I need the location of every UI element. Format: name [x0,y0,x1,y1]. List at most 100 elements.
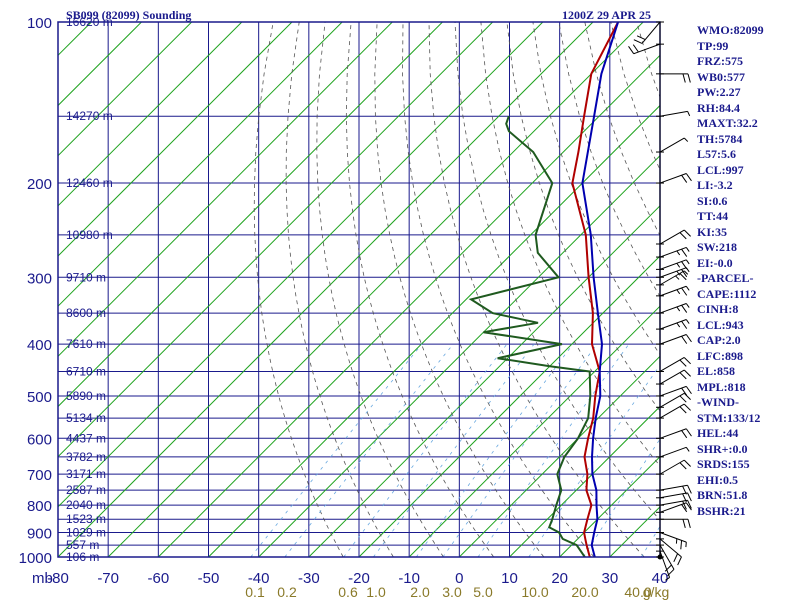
pressure-tick-label: 200 [27,176,52,193]
wind-barb [659,285,687,297]
wind-barb [659,357,685,372]
index-item: KI:35 [697,224,727,239]
isotherm-line [58,22,243,207]
wind-barb-flag [683,229,691,237]
wind-barb-flag [675,275,680,280]
wind-barb-flag [681,304,688,313]
mixing-ratio-label: g/kg [643,584,669,600]
height-label: 6710 m [66,364,106,378]
wind-barb [633,43,661,55]
wind-barb-flag [687,500,692,509]
x-tick-label: -60 [147,570,169,587]
wind-barb [659,532,687,543]
wind-barb-flag [687,485,692,494]
height-label: 7610 m [66,337,106,351]
index-item: TH:5784 [697,131,743,146]
index-item: LFC:898 [697,348,743,363]
pressure-tick-label: 900 [27,526,52,543]
index-item: WMO:82099 [697,23,764,37]
temperature-profile [571,22,619,557]
isotherm-line [58,22,393,358]
x-tick-label: -20 [348,570,370,587]
height-label: 5890 m [66,389,106,403]
mixing-ratio-line [583,438,660,557]
wind-barb-flag [676,289,681,295]
wind-barb-flag [676,250,681,256]
grid-layer [58,22,800,557]
wind-barb [659,303,687,314]
indices-panel: WMO:82099 TP:99 FRZ:575 WB0:577 PW:2.27 RH:84… [697,23,764,519]
wind-barb-flag [687,73,691,83]
mixing-ratio-label: 2.0 [410,584,430,600]
wind-barb [659,137,685,153]
wind-barb-flag [664,564,672,572]
wind-barb-flag [677,556,682,566]
parcel-profile [581,22,620,557]
isotherm-line [58,22,494,458]
height-label: 16620 m [66,15,113,29]
pressure-tick-label: 100 [27,15,52,32]
wind-barb-flag [683,403,691,411]
dry-adiabat-line [793,22,800,557]
wind-barb [659,259,687,270]
height-label: 14270 m [66,109,113,123]
height-label: 106 m [66,550,99,564]
index-item: RH:84.4 [697,100,740,115]
index-item: EHI:0.5 [697,472,739,487]
x-tick-label: -10 [398,570,420,587]
isotherm-line [509,405,660,557]
index-item: CINH:8 [697,302,739,316]
wind-barb-flag [679,395,687,403]
wind-barb-flag [681,248,688,257]
wind-barb-flag [633,39,643,44]
wind-barb [659,369,685,385]
wind-barb-flag [685,334,692,343]
wind-barb-flag [683,459,691,467]
isotherm-line [58,22,193,157]
x-tick-label: 10 [501,570,518,587]
wind-barb-flag [682,73,686,83]
pressure-tick-label: 800 [27,498,52,515]
x-tick-label: -50 [198,570,220,587]
index-item: STM:133/12 [697,410,761,425]
height-label: 1523 m [66,512,106,526]
height-label: 3171 m [66,467,106,481]
x-tick-label: -40 [248,570,270,587]
mixing-ratio-line [250,343,423,557]
pressure-tick-label: 300 [27,270,52,287]
pressure-tick-label: 700 [27,467,52,484]
isotherm-line [107,22,644,557]
station-title: SB099 (82099) Sounding [66,8,192,22]
wind-barb-flag [685,247,690,252]
height-label: 1029 m [66,526,106,540]
index-item: EL:858 [697,364,736,378]
isotherm-line [208,104,660,557]
wind-barb-flag [685,303,690,308]
height-label: 5134 m [66,411,106,425]
wind-barb [659,550,671,578]
wind-barb-flag [679,359,687,367]
height-label: 557 m [66,538,99,552]
mixing-ratio-line [343,343,508,557]
wind-barb-flag [676,270,681,276]
wind-barb-flag [680,540,683,550]
index-item: CAP:2.0 [697,333,741,347]
pressure-tick-label: 400 [27,337,52,354]
wind-barb-flag [681,387,688,396]
wind-barb-flag [687,519,691,529]
wind-barb-flag [683,392,691,401]
wind-barb-flag [679,273,687,281]
isotherm-line [308,205,660,557]
pressure-tick-label: 500 [27,389,52,406]
index-item: SRDS:155 [697,457,750,471]
index-item: BRN:51.8 [697,488,748,502]
wind-barb-flag [681,269,688,278]
dry-adiabat-line [428,22,645,557]
wind-barb [659,229,685,245]
x-tick-label: -80 [47,570,69,587]
wind-barb [641,21,661,44]
wind-barb-flag [676,262,681,268]
index-item: -PARCEL- [697,271,754,285]
index-item: HEL:44 [697,426,739,440]
pressure-tick-label: 1000 [19,550,52,567]
